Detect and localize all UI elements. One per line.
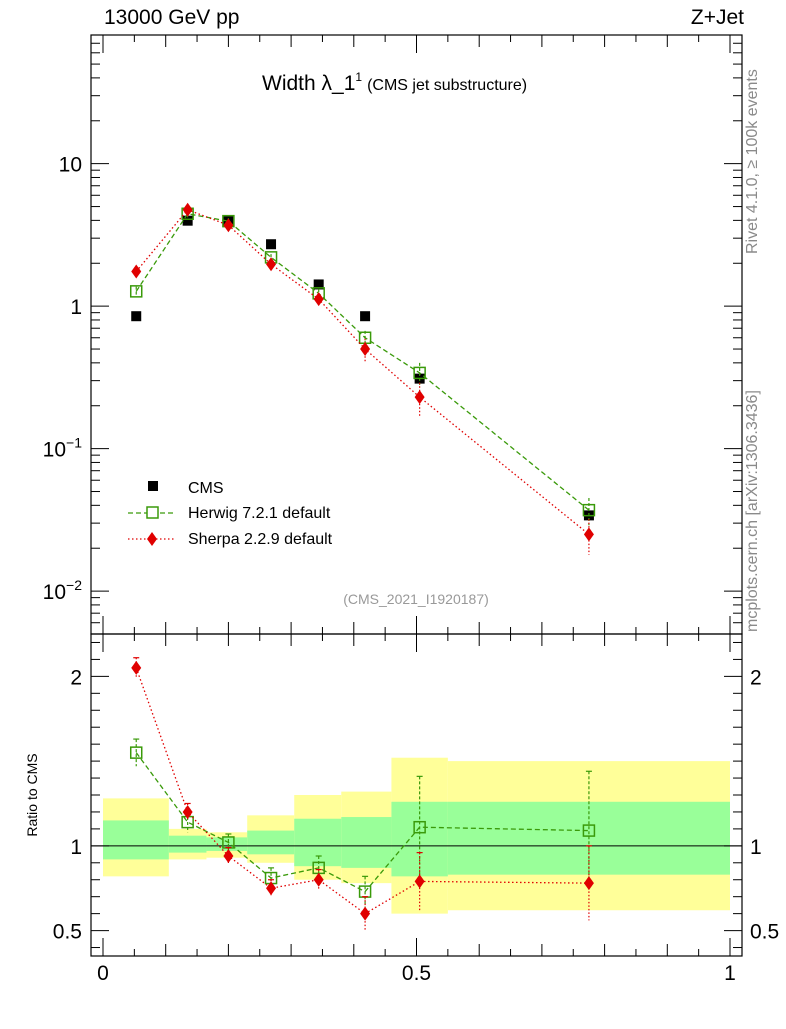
herwig-point <box>413 366 426 380</box>
cms-point <box>131 311 142 322</box>
sherpa-point <box>182 202 193 217</box>
sherpa-point <box>360 342 371 357</box>
herwig-ratio-line <box>135 752 589 893</box>
y-tick-base: 10 <box>43 439 66 462</box>
sherpa-ratio-point <box>182 804 193 819</box>
title-note: (CMS jet substructure) <box>367 77 527 94</box>
legend-marker-sherpa <box>147 532 157 546</box>
sherpa-ratio-point <box>360 906 371 921</box>
sherpa-ratio-point <box>131 660 142 675</box>
sherpa-point <box>414 390 425 405</box>
ratio-y-tick-label-right: 2 <box>750 666 762 689</box>
cms-point <box>313 279 324 290</box>
plot-title: Width λ_11 (CMS jet substructure) <box>262 70 527 95</box>
sherpa-point <box>266 257 277 272</box>
sherpa-ratio-point <box>223 849 234 864</box>
sherpa-point <box>313 292 324 307</box>
x-tick-label: 1 <box>724 962 736 985</box>
cms-point <box>182 215 193 226</box>
y-tick-label: 1 <box>70 296 82 319</box>
title-superscript: 1 <box>355 70 362 84</box>
herwig-ratio-point <box>129 746 143 759</box>
y-tick-label: 10−2 <box>43 577 83 604</box>
process-label: Z+Jet <box>690 6 744 29</box>
herwig-point <box>129 285 143 298</box>
ratio-y-tick-label-right: 1 <box>750 836 762 859</box>
ratio-y-tick-label: 0.5 <box>53 921 82 944</box>
sherpa-ratio-point <box>414 874 425 889</box>
ratio-axis-label: Ratio to CMS <box>24 753 40 836</box>
ratio-plot-layer: 2 2 1 1 0.5 0.5 0 0.5 1 <box>53 634 779 985</box>
uncertainty-band-inner <box>294 818 342 867</box>
x-tick-label: 0.5 <box>402 962 431 985</box>
herwig-point <box>582 503 596 517</box>
ratio-y-tick-label: 1 <box>70 836 82 859</box>
y-tick-label: 10 <box>59 154 82 177</box>
uncertainty-band-inner <box>103 820 169 860</box>
cms-point <box>360 311 371 322</box>
y-tick-exponent: −2 <box>66 577 82 593</box>
legend-marker-herwig <box>146 506 159 519</box>
sherpa-point <box>583 527 594 542</box>
y-tick-base: 10 <box>43 581 66 604</box>
herwig-ratio-point <box>582 824 596 837</box>
legend-marker-cms <box>148 481 158 491</box>
legend-label-sherpa: Sherpa 2.2.9 default <box>188 531 333 548</box>
sherpa-point <box>131 264 142 279</box>
y-tick-exponent: −1 <box>66 435 82 451</box>
cms-point <box>266 239 277 250</box>
energy-label: 13000 GeV pp <box>104 6 240 29</box>
rivet-version-label: Rivet 4.1.0, ≥ 100k events <box>744 69 761 254</box>
x-tick-label: 0 <box>97 962 109 985</box>
ratio-y-tick-label-right: 0.5 <box>750 921 779 944</box>
legend-label-cms: CMS <box>188 480 224 497</box>
analysis-tag: (CMS_2021_I1920187) <box>343 591 489 607</box>
uncertainty-band-inner <box>341 817 392 868</box>
legend-label-herwig: Herwig 7.2.1 default <box>188 505 331 522</box>
legend: CMS Herwig 7.2.1 default Sherpa 2.2.9 de… <box>128 480 333 548</box>
uncertainty-band-inner <box>206 837 248 851</box>
herwig-ratio-point <box>413 820 426 834</box>
herwig-line <box>135 213 590 511</box>
ratio-y-tick-label: 2 <box>70 666 82 689</box>
sherpa-ratio-point <box>583 876 594 891</box>
sherpa-point <box>223 218 234 233</box>
sherpa-ratio-point <box>313 872 324 887</box>
mcplots-label: mcplots.cern.ch [arXiv:1306.3436] <box>744 390 761 632</box>
sherpa-ratio-line <box>135 667 589 915</box>
uncertainty-band-inner <box>168 835 207 853</box>
sherpa-ratio-point <box>266 881 277 896</box>
title-main: Width λ_1 <box>262 72 355 95</box>
uncertainty-band-inner <box>247 830 295 855</box>
y-tick-label: 10−1 <box>43 435 83 462</box>
